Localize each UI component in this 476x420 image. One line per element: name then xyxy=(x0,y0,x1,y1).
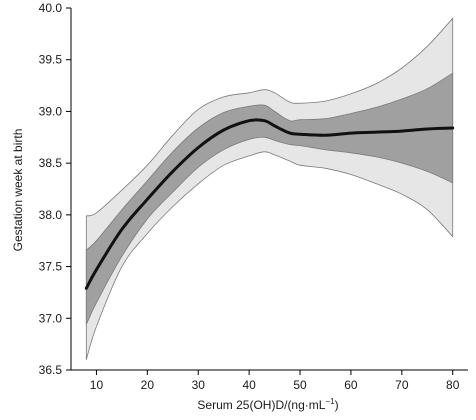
x-tick-group: 10 20 30 40 50 60 70 80 xyxy=(90,370,460,392)
y-tick-label: 37.0 xyxy=(39,311,63,325)
fit-line-layer xyxy=(84,118,455,290)
y-tick-label: 39.0 xyxy=(39,104,63,118)
fitted-curve xyxy=(84,118,455,290)
inner-confidence-band xyxy=(85,72,454,325)
y-tick-label: 37.5 xyxy=(39,260,63,274)
y-axis-label: Gestation week at birth xyxy=(11,129,25,252)
outer-confidence-band xyxy=(85,17,454,360)
y-tick-label: 38.5 xyxy=(39,156,63,170)
y-tick-label: 39.5 xyxy=(39,53,63,67)
x-tick-label: 40 xyxy=(242,378,256,392)
y-tick-label: 36.5 xyxy=(39,363,63,377)
confidence-bands xyxy=(85,17,454,360)
x-tick-label: 20 xyxy=(141,378,155,392)
y-tick-label: 38.0 xyxy=(39,208,63,222)
x-tick-label: 10 xyxy=(90,378,104,392)
x-tick-label: 30 xyxy=(192,378,206,392)
x-axis-label: Serum 25(OH)D/(ng·mL−1) xyxy=(197,397,338,412)
x-tick-label: 80 xyxy=(446,378,460,392)
x-tick-label: 60 xyxy=(344,378,358,392)
x-tick-label: 70 xyxy=(395,378,409,392)
y-tick-group: 36.5 37.0 37.5 38.0 38.5 39.0 39.5 40.0 xyxy=(39,1,71,377)
x-tick-label: 50 xyxy=(293,378,307,392)
y-tick-label: 40.0 xyxy=(39,1,63,15)
